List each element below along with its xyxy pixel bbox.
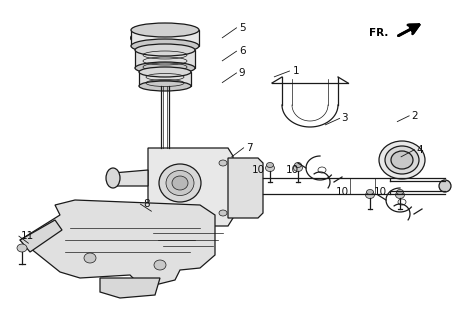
Ellipse shape [131, 23, 199, 37]
Polygon shape [113, 170, 148, 186]
Text: 6: 6 [239, 46, 245, 56]
Text: FR.: FR. [368, 28, 388, 38]
Ellipse shape [395, 191, 404, 198]
Text: 9: 9 [239, 68, 245, 78]
Ellipse shape [439, 180, 451, 192]
Text: 3: 3 [342, 113, 348, 124]
Text: 1: 1 [292, 66, 299, 76]
Text: 4: 4 [416, 145, 423, 155]
Ellipse shape [135, 62, 195, 74]
Ellipse shape [266, 163, 273, 167]
Ellipse shape [135, 44, 195, 56]
Ellipse shape [172, 176, 188, 190]
Text: 11: 11 [21, 231, 35, 241]
Text: 10: 10 [286, 164, 299, 175]
Text: 7: 7 [246, 143, 253, 153]
Text: 8: 8 [143, 199, 149, 209]
Ellipse shape [295, 163, 301, 167]
Ellipse shape [84, 253, 96, 263]
Ellipse shape [385, 146, 419, 174]
Text: 2: 2 [412, 111, 418, 121]
Ellipse shape [139, 81, 191, 91]
Ellipse shape [366, 191, 375, 198]
Ellipse shape [154, 260, 166, 270]
Polygon shape [20, 200, 215, 285]
Polygon shape [228, 158, 263, 218]
Polygon shape [131, 30, 199, 46]
Polygon shape [20, 220, 62, 252]
Ellipse shape [139, 67, 191, 77]
Ellipse shape [367, 189, 374, 195]
Ellipse shape [391, 151, 413, 169]
Polygon shape [135, 50, 195, 68]
Ellipse shape [131, 39, 199, 53]
Ellipse shape [396, 189, 403, 195]
Ellipse shape [265, 164, 274, 172]
Text: 10: 10 [336, 187, 349, 197]
Polygon shape [148, 148, 233, 233]
Ellipse shape [17, 244, 27, 252]
Ellipse shape [219, 160, 227, 166]
Text: 10: 10 [374, 187, 387, 197]
Ellipse shape [106, 168, 120, 188]
Ellipse shape [294, 164, 303, 172]
Text: 5: 5 [239, 23, 245, 33]
Text: 10: 10 [252, 164, 265, 175]
Polygon shape [100, 278, 160, 298]
Ellipse shape [159, 164, 201, 202]
Ellipse shape [379, 141, 425, 179]
Polygon shape [139, 72, 191, 86]
Ellipse shape [219, 210, 227, 216]
Ellipse shape [166, 171, 194, 196]
